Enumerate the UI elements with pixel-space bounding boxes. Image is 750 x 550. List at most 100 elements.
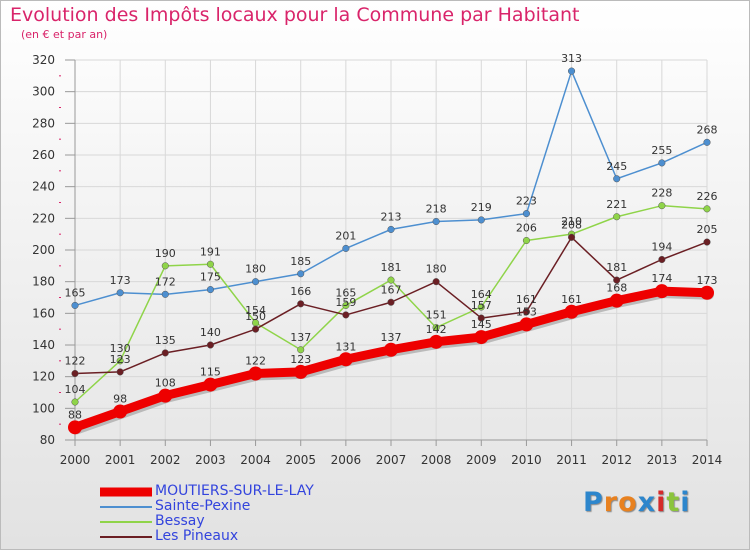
- data-point: [477, 303, 485, 311]
- x-tick-label: 2012: [601, 453, 632, 467]
- logo-letter: t: [666, 487, 681, 518]
- data-point: [248, 366, 263, 381]
- logo-letter: x: [637, 487, 657, 518]
- logo-letter: i: [656, 487, 667, 518]
- data-label: 181: [606, 261, 627, 274]
- data-point: [477, 314, 485, 322]
- legend-swatch: [100, 505, 152, 508]
- legend-swatch: [100, 520, 152, 523]
- data-label: 153: [516, 305, 537, 318]
- series-les-pineaux: [71, 233, 711, 378]
- data-label: 201: [335, 229, 356, 242]
- data-label: 123: [290, 353, 311, 366]
- data-point: [432, 278, 440, 286]
- data-point: [658, 255, 666, 264]
- data-point: [342, 311, 350, 319]
- legend-label: Bessay: [155, 513, 205, 529]
- data-point: [654, 284, 669, 299]
- data-label: 268: [697, 123, 718, 136]
- logo-letter: r: [603, 487, 619, 518]
- data-point: [522, 308, 530, 316]
- chart-title: Evolution des Impôts locaux pour la Comm…: [10, 4, 580, 26]
- data-point: [703, 138, 711, 146]
- x-tick-label: 2010: [511, 453, 542, 467]
- data-label: 228: [651, 187, 672, 200]
- series-moutiers-sur-le-lay: [68, 284, 714, 435]
- series-lines: [68, 67, 714, 435]
- data-label: 137: [381, 331, 402, 344]
- x-tick-label: 2006: [331, 453, 362, 467]
- x-tick-label: 2000: [60, 453, 91, 467]
- data-label: 122: [245, 355, 266, 368]
- data-point: [203, 377, 218, 392]
- y-tick-label: 220: [32, 211, 55, 225]
- data-label: 137: [290, 331, 311, 344]
- data-label: 142: [426, 323, 447, 336]
- data-point: [658, 159, 666, 167]
- data-label: 226: [697, 190, 718, 203]
- y-tick-label: 200: [32, 243, 55, 257]
- data-point: [71, 369, 79, 378]
- legend-label: MOUTIERS-SUR-LE-LAY: [155, 483, 314, 499]
- data-point: [71, 398, 79, 406]
- logo-letter: P: [583, 487, 604, 518]
- data-point: [297, 300, 305, 308]
- data-label: 157: [471, 299, 492, 312]
- data-point: [568, 233, 576, 241]
- data-label: 104: [65, 383, 86, 396]
- data-label: 221: [606, 198, 627, 211]
- data-point: [703, 238, 711, 246]
- data-label: 208: [561, 218, 582, 231]
- data-label: 135: [155, 334, 176, 347]
- data-point: [252, 325, 260, 333]
- data-label: 213: [381, 210, 402, 223]
- data-point: [613, 213, 621, 221]
- x-tick-label: 2011: [556, 453, 587, 467]
- data-point: [703, 205, 711, 213]
- data-label: 219: [471, 201, 492, 214]
- series-bessay: [71, 202, 711, 406]
- data-label: 185: [290, 255, 311, 268]
- data-point: [387, 298, 395, 306]
- data-label: 131: [335, 340, 356, 353]
- data-label: 151: [426, 309, 447, 322]
- data-label: 180: [426, 263, 447, 276]
- chart-subtitle: (en € et par an): [21, 28, 108, 41]
- x-tick-label: 2014: [692, 453, 723, 467]
- data-point: [297, 346, 305, 354]
- data-point: [432, 217, 440, 226]
- data-point: [658, 202, 666, 210]
- y-tick-label: 80: [40, 433, 55, 447]
- data-point: [474, 330, 489, 345]
- x-tick-label: 2013: [647, 453, 678, 467]
- data-label: 165: [335, 286, 356, 299]
- x-tick-label: 2004: [240, 453, 271, 467]
- data-label: 245: [606, 160, 627, 173]
- data-label: 190: [155, 247, 176, 260]
- x-tick-label: 2002: [150, 453, 181, 467]
- data-label: 150: [245, 310, 266, 323]
- data-label: 108: [155, 377, 176, 390]
- data-point: [564, 304, 579, 319]
- x-tick-label: 2007: [376, 453, 407, 467]
- series-sainte-pexine: [71, 67, 711, 309]
- data-point: [161, 262, 169, 270]
- data-point: [297, 270, 305, 278]
- data-label: 130: [110, 342, 131, 355]
- data-label: 175: [200, 271, 221, 284]
- data-point: [477, 216, 485, 224]
- data-point: [206, 286, 214, 294]
- data-point: [432, 324, 440, 332]
- data-label: 122: [65, 355, 86, 368]
- data-point: [206, 341, 214, 349]
- data-point: [613, 175, 621, 183]
- data-label: 313: [561, 52, 582, 65]
- data-point: [700, 285, 714, 300]
- data-label: 145: [471, 318, 492, 331]
- logo-letter: i: [680, 487, 691, 518]
- legend-label: Les Pineaux: [155, 528, 239, 544]
- y-tick-label: 100: [32, 401, 55, 415]
- legend-swatch: [100, 487, 152, 496]
- data-point: [338, 352, 353, 367]
- data-label: 173: [110, 274, 131, 287]
